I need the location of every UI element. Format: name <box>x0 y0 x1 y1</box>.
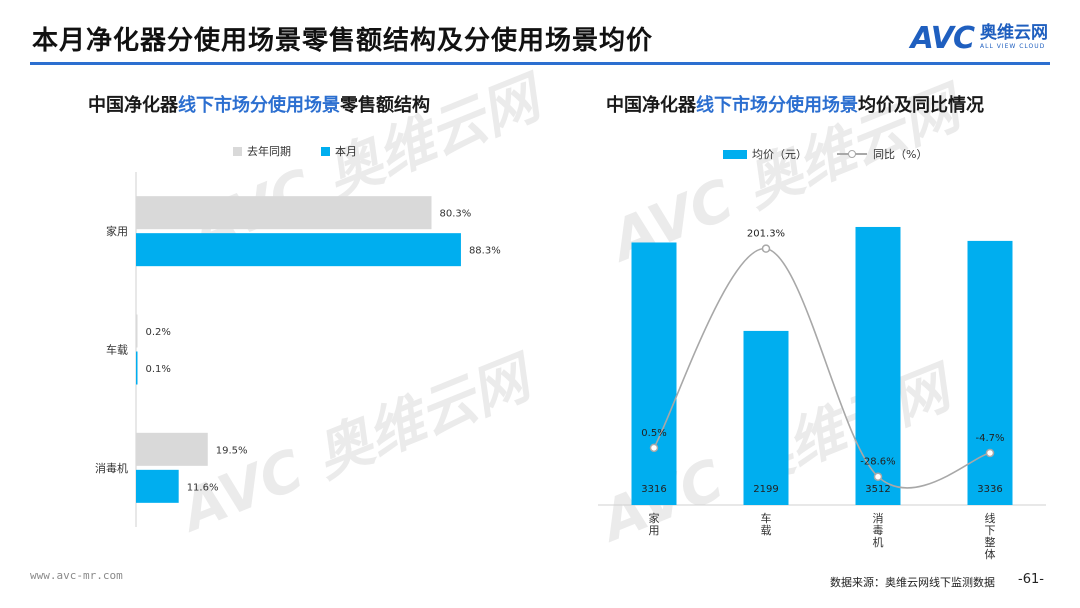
yoy-label: -28.6% <box>860 457 895 468</box>
title-divider <box>30 62 1050 65</box>
category-label: 消毒机 <box>95 461 128 475</box>
legend-item-yoy: 同比（%） <box>837 146 927 162</box>
bar <box>967 240 1013 505</box>
right-chart-legend: 均价（元） 同比（%） <box>723 146 957 162</box>
left-chart-title: 中国净化器线下市场分使用场景零售额结构 <box>88 91 430 117</box>
page-number: -61- <box>1018 572 1044 587</box>
right-chart-title: 中国净化器线下市场分使用场景均价及同比情况 <box>606 91 984 117</box>
avc-logo: AVC 奥维云网 ALL VIEW CLOUD <box>911 24 1048 54</box>
category-label: 家用 <box>649 511 660 537</box>
legend-item-previous: 去年同期 <box>233 143 291 159</box>
left-title-prefix: 中国净化器 <box>88 95 178 116</box>
page-title: 本月净化器分使用场景零售额结构及分使用场景均价 <box>32 26 654 56</box>
yoy-line <box>653 247 991 489</box>
left-bar-chart: 家用 80.3% 88.3% 车载 0.2% 0.1% 消毒机 19.5% 11.6% <box>95 172 501 527</box>
legend-item-avg-price: 均价（元） <box>723 146 807 162</box>
legend-item-current: 本月 <box>321 143 357 159</box>
data-label: 88.3% <box>469 246 501 257</box>
yoy-label: 0.5% <box>641 428 666 439</box>
data-label: 19.5% <box>216 445 248 456</box>
legend-label-previous: 去年同期 <box>247 145 291 158</box>
footer-url[interactable]: www.avc-mr.com <box>30 569 123 582</box>
bar <box>136 432 208 466</box>
bar-value-label: 2199 <box>753 484 778 495</box>
logo-en: ALL VIEW CLOUD <box>980 43 1046 50</box>
legend-swatch-yoy <box>837 149 867 159</box>
legend-label-current: 本月 <box>335 145 357 158</box>
yoy-label: -4.7% <box>975 433 1004 444</box>
bar-value-label: 3512 <box>865 484 890 495</box>
yoy-point <box>761 244 771 253</box>
yoy-point <box>649 443 659 453</box>
data-label: 0.1% <box>146 364 171 375</box>
bar-value-label: 3336 <box>977 484 1002 495</box>
logo-cn: 奥维云网 <box>980 23 1048 43</box>
bar <box>631 242 677 505</box>
right-title-prefix: 中国净化器 <box>606 95 696 116</box>
data-source: 数据来源：奥维云网线下监测数据 <box>830 576 995 589</box>
bar <box>136 196 432 230</box>
yoy-label: 201.3% <box>747 229 785 240</box>
yoy-point <box>985 448 995 458</box>
bar <box>136 469 179 503</box>
legend-swatch-previous <box>233 146 242 156</box>
right-title-highlight: 线下市场分使用场景 <box>696 95 858 116</box>
right-title-suffix: 均价及同比情况 <box>858 95 984 116</box>
category-label: 消毒机 <box>873 511 884 549</box>
data-label: 80.3% <box>440 209 472 220</box>
bar <box>743 330 789 505</box>
category-label: 车载 <box>106 343 128 357</box>
left-chart-legend: 去年同期 本月 <box>233 143 387 159</box>
bar <box>136 351 138 385</box>
legend-label-yoy: 同比（%） <box>873 148 928 161</box>
logo-mark: AVC <box>910 21 975 56</box>
data-label: 11.6% <box>187 482 219 493</box>
bar <box>855 226 901 505</box>
bar <box>136 314 138 348</box>
left-title-highlight: 线下市场分使用场景 <box>178 95 340 116</box>
left-title-suffix: 零售额结构 <box>340 95 430 116</box>
right-combo-chart: 3316 家用 2199 车载 3512 消毒机 3336 线下整体 0.5% 201.3% -28… <box>598 226 1046 561</box>
legend-label-avg-price: 均价（元） <box>752 148 807 161</box>
data-label: 0.2% <box>146 327 171 338</box>
bar <box>136 233 461 267</box>
legend-swatch-current <box>321 146 330 156</box>
legend-swatch-avg-price <box>723 149 747 159</box>
category-label: 车载 <box>761 511 772 537</box>
category-label: 家用 <box>106 224 128 238</box>
yoy-point <box>873 472 883 481</box>
category-label: 线下整体 <box>985 511 996 561</box>
bar-value-label: 3316 <box>641 484 666 495</box>
logo-text: 奥维云网 ALL VIEW CLOUD <box>980 24 1048 51</box>
